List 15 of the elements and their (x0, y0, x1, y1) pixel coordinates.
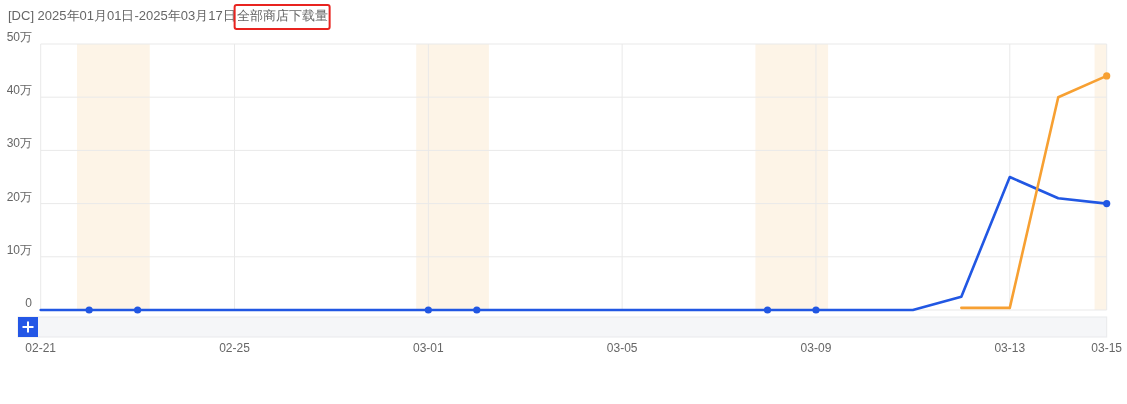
x-tick-label: 02-25 (219, 341, 251, 356)
y-tick-label: 20万 (6, 189, 32, 204)
x-tick-label: 03-09 (800, 341, 832, 356)
x-tick-label: 03-13 (994, 341, 1026, 356)
chart-title: [DC] 2025年01月01日-2025年03月17日 (8, 8, 236, 24)
y-tick-label: 10万 (6, 242, 32, 257)
y-tick-label: 0 (25, 296, 33, 311)
y-tick-label: 40万 (6, 83, 32, 98)
y-tick-label: 50万 (6, 30, 32, 45)
chart-subtitle: 全部商店下载量 (236, 8, 328, 24)
x-tick-label: 03-01 (412, 341, 444, 356)
x-tick-label: 03-15 (1091, 341, 1123, 356)
x-tick-label: 03-05 (606, 341, 638, 356)
x-tick-label: 02-21 (25, 341, 57, 356)
y-tick-label: 30万 (6, 136, 32, 151)
